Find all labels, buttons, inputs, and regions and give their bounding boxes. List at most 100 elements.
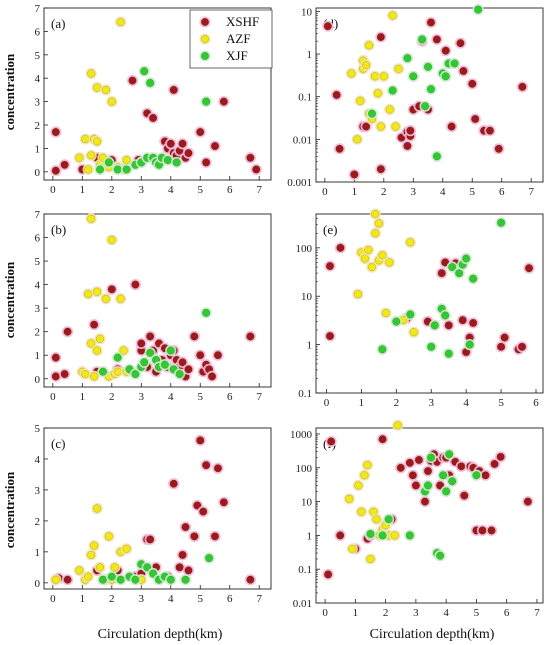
- data-point-xshf: [178, 358, 187, 367]
- data-point-xshf: [325, 332, 334, 341]
- data-point-xshf: [335, 144, 344, 153]
- data-point-xshf: [184, 566, 193, 575]
- y-tick-label-a: 7: [35, 3, 41, 15]
- data-point-xshf: [213, 464, 222, 473]
- data-point-azf: [84, 572, 93, 581]
- x-tick-label-d: 6: [499, 186, 505, 198]
- data-point-azf: [87, 214, 96, 223]
- data-point-azf: [372, 515, 381, 524]
- panel-label-a: (a): [51, 16, 65, 31]
- data-point-xjf: [418, 35, 427, 44]
- legend-marker-xjf-dot: [201, 52, 209, 60]
- series-azf-a: [73, 16, 133, 176]
- data-point-xshf: [325, 262, 334, 271]
- data-point-xshf: [128, 76, 137, 85]
- data-point-xjf: [378, 531, 387, 540]
- y-tick-label-c: 1: [35, 547, 41, 559]
- data-point-xjf: [98, 575, 107, 584]
- legend-label-xshf: XSHF: [226, 14, 259, 29]
- plot-frame-d: [315, 7, 544, 183]
- y-tick-label-d: 0.01: [293, 134, 312, 146]
- panel-label-e: (e): [323, 222, 337, 237]
- data-point-xshf: [336, 531, 345, 540]
- data-point-xjf: [430, 321, 439, 330]
- plot-frame-c: [43, 427, 272, 590]
- data-point-azf: [75, 566, 84, 575]
- x-tick-label-f: 7: [534, 607, 540, 619]
- data-point-xshf: [525, 264, 534, 273]
- y-tick-label-b: 1: [35, 350, 41, 362]
- data-point-azf: [90, 372, 99, 381]
- data-point-xshf: [478, 526, 487, 535]
- x-tick-label-c: 2: [109, 593, 115, 605]
- data-point-azf: [373, 89, 382, 98]
- data-point-xjf: [442, 487, 451, 496]
- data-point-azf: [385, 105, 394, 114]
- x-tick-label-f: 0: [322, 607, 328, 619]
- data-point-xshf: [406, 126, 415, 135]
- y-tick-label-a: 2: [35, 120, 41, 132]
- x-tick-label-f: 2: [383, 607, 389, 619]
- data-point-xshf: [436, 481, 445, 490]
- data-point-azf: [371, 229, 380, 238]
- data-point-xshf: [166, 139, 175, 148]
- data-point-azf: [93, 83, 102, 92]
- y-tick-label-d: 0.1: [298, 92, 312, 104]
- data-point-azf: [110, 563, 119, 572]
- data-point-azf: [366, 555, 375, 564]
- x-tick-label-b: 6: [227, 391, 233, 403]
- x-tick-label-f: 3: [413, 607, 419, 619]
- data-point-xjf: [469, 274, 478, 283]
- data-point-azf: [365, 41, 374, 50]
- data-point-azf: [87, 69, 96, 78]
- panel-a: 0 1 2 3 4 5 6 7 0 1 2 3 4 5 6 7 (a): [35, 3, 272, 196]
- y-tick-label-a: 3: [35, 97, 41, 109]
- x-tick-label-e: 5: [498, 397, 504, 409]
- data-point-xjf: [388, 86, 397, 95]
- data-point-xjf: [497, 218, 506, 227]
- data-point-xshf: [181, 523, 190, 532]
- data-point-xjf: [427, 342, 436, 351]
- y-tick-label-d: 1: [307, 49, 313, 61]
- data-point-xshf: [51, 353, 60, 362]
- x-tick-label-c: 0: [50, 593, 56, 605]
- data-point-xjf: [465, 340, 474, 349]
- plot-frame-f: [315, 427, 544, 604]
- panel-e: 0 1 2 3 4 5 6 0.1 1 10 100 (e): [296, 208, 544, 409]
- data-point-xshf: [213, 351, 222, 360]
- data-point-xshf: [523, 497, 532, 506]
- x-tick-label-b: 4: [168, 391, 174, 403]
- data-point-azf: [363, 461, 372, 470]
- data-point-xshf: [146, 535, 155, 544]
- data-point-xshf: [437, 269, 446, 278]
- data-point-azf: [370, 72, 379, 81]
- y-tick-label-e: 10: [301, 291, 313, 303]
- data-point-xjf: [439, 471, 448, 480]
- series-azf-e: [352, 208, 420, 338]
- series-xshf-a: [50, 74, 262, 177]
- y-tick-label-e: 1: [307, 340, 313, 352]
- data-point-xshf: [146, 332, 155, 341]
- x-tick-label-d: 0: [322, 186, 328, 198]
- data-point-xshf: [423, 467, 432, 476]
- data-point-xshf: [471, 114, 480, 123]
- data-point-azf: [96, 563, 105, 572]
- data-point-xjf: [181, 575, 190, 584]
- data-point-xshf: [518, 342, 527, 351]
- data-point-azf: [93, 346, 102, 355]
- data-point-xshf: [246, 153, 255, 162]
- data-point-xshf: [202, 461, 211, 470]
- y-tick-label-f: 1: [307, 530, 313, 542]
- panel-b: 0 1 2 3 4 5 6 7 0 1 2 3 4 5 6 7 (b): [35, 209, 272, 403]
- data-point-xshf: [497, 342, 506, 351]
- data-point-azf: [360, 471, 369, 480]
- data-point-azf: [93, 287, 102, 296]
- x-tick-label-e: 4: [463, 397, 469, 409]
- data-point-xjf: [455, 269, 464, 278]
- data-point-xjf: [149, 569, 158, 578]
- data-point-azf: [104, 532, 113, 541]
- x-tick-label-e: 0: [324, 397, 330, 409]
- data-point-azf: [391, 122, 400, 131]
- x-axis-label-right: Circulation depth(km): [370, 627, 495, 642]
